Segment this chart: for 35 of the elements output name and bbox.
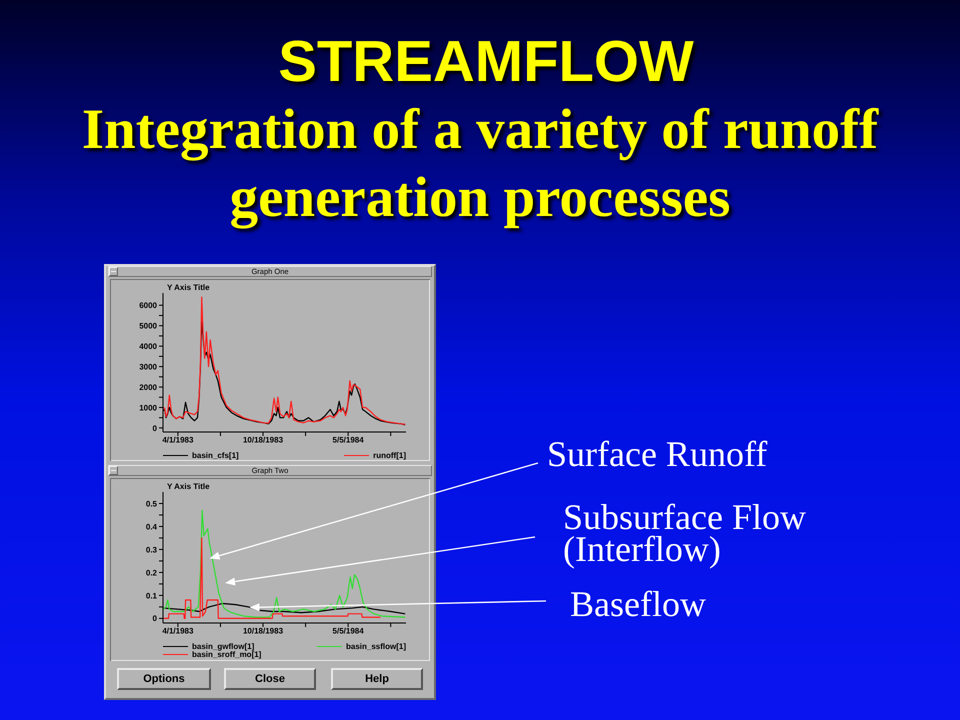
y-tick-label: 2000 bbox=[139, 382, 158, 392]
x-tick-label: 10/18/1983 bbox=[242, 436, 284, 445]
x-tick-label: 4/1/1983 bbox=[162, 626, 194, 636]
text: Baseflow bbox=[570, 584, 706, 624]
y-tick-label: 0 bbox=[152, 614, 158, 624]
y-tick-label: 0 bbox=[152, 424, 158, 433]
x-tick-label: 5/5/1984 bbox=[332, 436, 364, 445]
line-series bbox=[163, 537, 382, 620]
legend-label: basin_cfs[1] bbox=[192, 450, 239, 460]
y-axis-title: Y Axis Title bbox=[167, 482, 210, 491]
y-tick-label: 0.4 bbox=[146, 522, 158, 532]
y-tick-label: 3000 bbox=[139, 362, 158, 372]
legend-label: basin_gwflow[1] bbox=[192, 642, 254, 650]
button: Close bbox=[224, 668, 316, 690]
text: STREAMFLOW bbox=[278, 29, 694, 94]
y-tick-label: 0.5 bbox=[146, 499, 158, 508]
text: Surface Runoff bbox=[547, 434, 768, 474]
button: Options bbox=[117, 668, 211, 690]
y-tick-label: 0.1 bbox=[146, 591, 158, 600]
y-axis-title: Y Axis Title bbox=[167, 283, 210, 292]
text: Subsurface Flow (Interflow) bbox=[563, 497, 806, 569]
x-tick-label: 10/18/1983 bbox=[242, 626, 284, 636]
y-tick-label: 0.3 bbox=[146, 545, 158, 554]
button: Help bbox=[331, 668, 423, 690]
legend-label: basin_sroff_mo[1] bbox=[192, 650, 262, 658]
y-tick-label: 6000 bbox=[139, 301, 158, 310]
y-tick-label: 1000 bbox=[139, 403, 158, 412]
legend-label: basin_ssflow[1] bbox=[346, 642, 406, 650]
x-tick-label: 5/5/1984 bbox=[332, 626, 364, 636]
y-tick-label: 5000 bbox=[139, 322, 158, 331]
legend-label: runoff[1] bbox=[373, 450, 406, 460]
text: Integration of a variety of runoff generation processes bbox=[82, 98, 878, 229]
x-tick-label: 4/1/1983 bbox=[162, 436, 194, 445]
y-tick-label: 4000 bbox=[139, 342, 158, 351]
y-tick-label: 0.2 bbox=[146, 568, 158, 578]
